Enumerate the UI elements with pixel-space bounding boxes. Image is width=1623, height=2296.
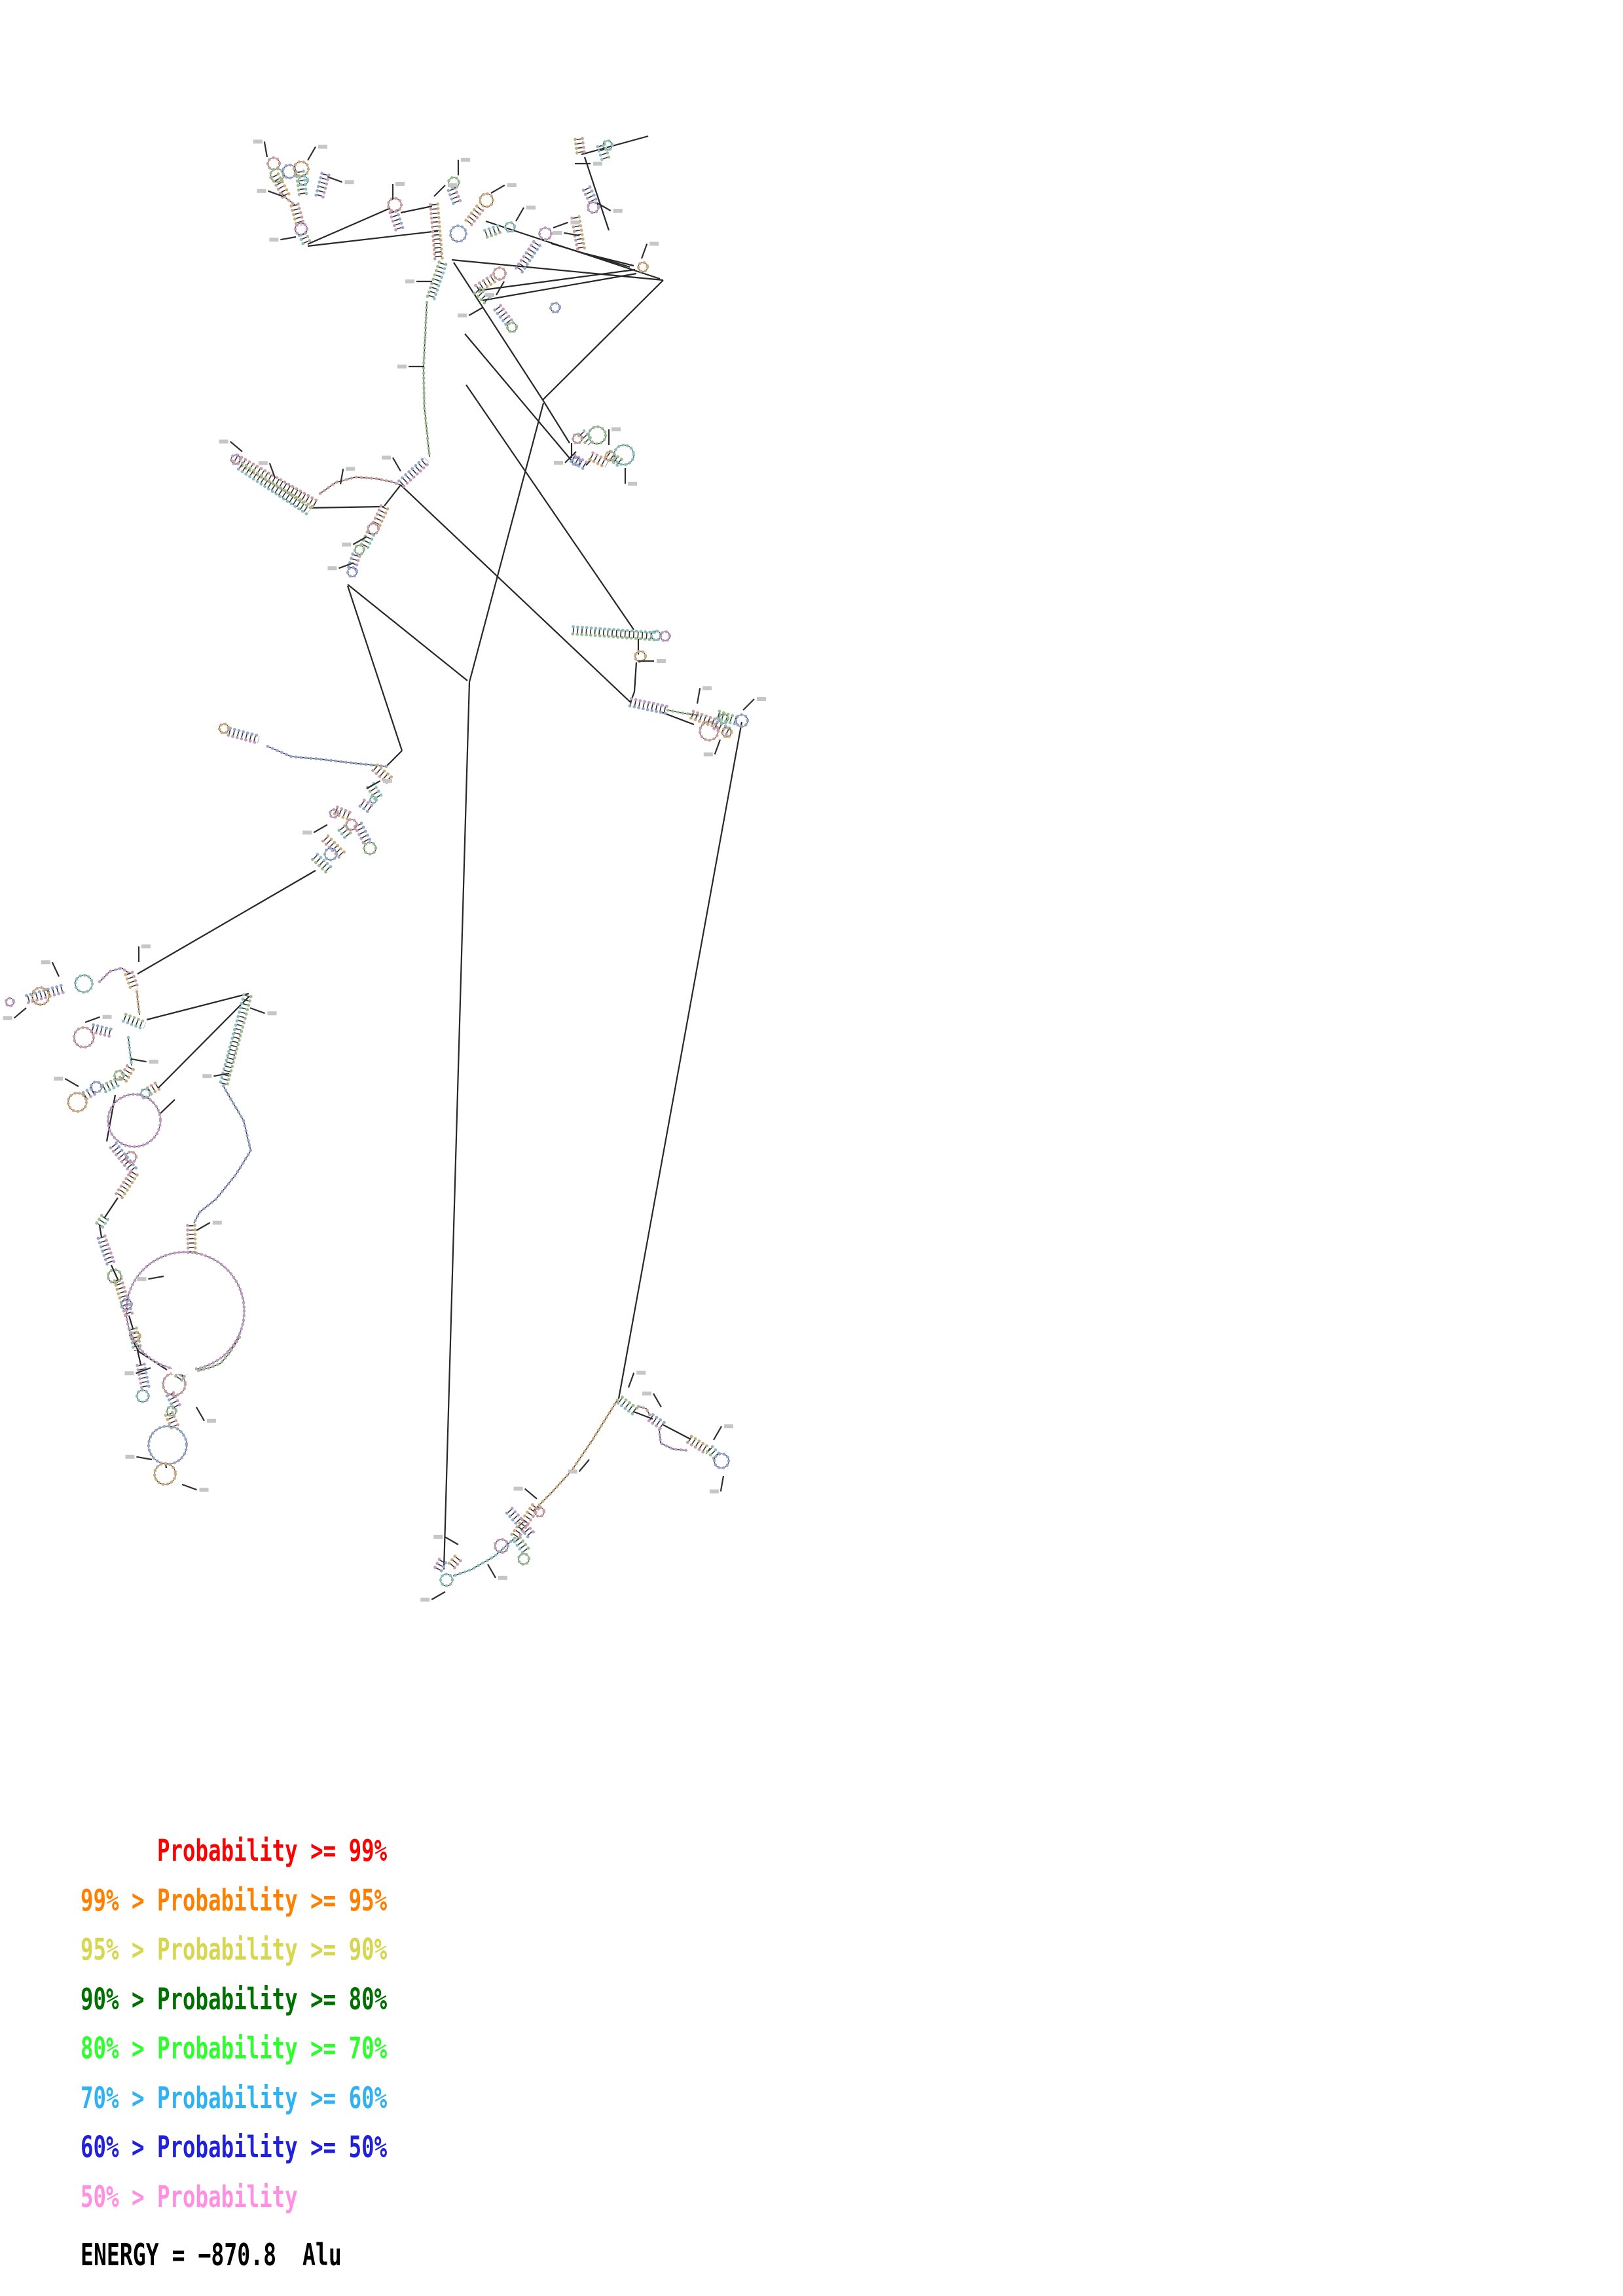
legend-row: Probability >= 99%: [81, 1833, 388, 1868]
energy-label: ENERGY = −870.8 Alu: [81, 2237, 342, 2272]
legend-row: 80% > Probability >= 70%: [81, 2031, 388, 2066]
legend-row: 95% > Probability >= 90%: [81, 1932, 388, 1967]
legend-row: 50% > Probability: [81, 2179, 298, 2214]
legend-row: 60% > Probability >= 50%: [81, 2130, 388, 2164]
legend-row: 70% > Probability >= 60%: [81, 2080, 388, 2115]
legend-row: 99% > Probability >= 95%: [81, 1882, 388, 1918]
legend-row: 90% > Probability >= 80%: [81, 1981, 388, 2017]
probability-legend: Probability >= 99% 99% > Probability >= 9…: [81, 1826, 387, 2221]
